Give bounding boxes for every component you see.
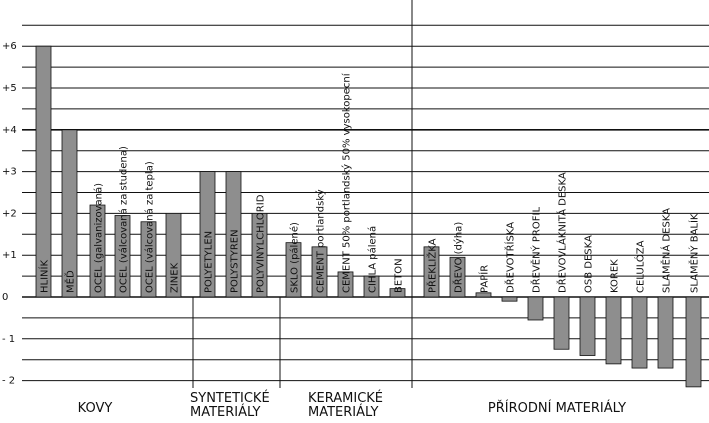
bar-label: CEMENT portlandský [315, 189, 327, 293]
group-label: MATERIÁLY [308, 404, 379, 420]
bar-label: ZINEK [170, 262, 181, 293]
bar [311, 246, 328, 298]
bar-label: MĚĎ [64, 270, 77, 293]
bar [199, 171, 216, 298]
bar [225, 171, 242, 298]
bar [501, 296, 518, 302]
bar-label: DŘEVĚNÝ PROFIL [530, 207, 543, 293]
bar [389, 288, 406, 298]
bar-label: OSB DESKA [584, 235, 595, 293]
bar-label: HLINÍK [38, 260, 51, 293]
bar-label: OCEL (válcovaná za tepla) [144, 161, 156, 293]
bar [165, 212, 182, 298]
bar-label: OCEL (válcovaná za studena) [118, 146, 130, 293]
bar-label: DŘEVOTŘÍSKA [504, 222, 517, 293]
bar [475, 292, 492, 298]
bar-label: KOREK [610, 259, 621, 293]
bar-label: CEMENT 50% portlandský 50% vysokopecní [341, 72, 353, 293]
y-tick-label: - 1 [2, 334, 15, 345]
bar [631, 296, 648, 369]
group-labels: KOVYSYNTETICKÉMATERIÁLYKERAMICKÉMATERIÁL… [78, 0, 626, 420]
bar-label: CELULÓZA [634, 240, 647, 293]
y-tick-label: +3 [2, 167, 17, 178]
y-tick-label: +6 [2, 41, 17, 52]
bar [449, 256, 466, 298]
bar-label: SLAMĚNÝ BALÍK [688, 213, 701, 293]
bar-labels: HLINÍK MĚĎ OCEL (galvanizovaná) OCEL (válco… [38, 72, 701, 293]
bar [527, 296, 544, 321]
bar [89, 204, 106, 298]
bar-label: POLYVINYLCHLORID [256, 194, 267, 293]
bar [140, 221, 157, 298]
bar [114, 215, 131, 298]
bar-label: SLAMĚNÁ DESKA [660, 208, 673, 293]
y-tick-label: +4 [2, 125, 17, 136]
y-tick-label: +5 [2, 83, 17, 94]
bar [363, 275, 380, 298]
bars [35, 45, 702, 388]
y-tick-label: +1 [2, 250, 17, 261]
bar [251, 212, 268, 298]
y-axis-ticks: +6 +5 +4 +3 +2 +1 0 - 1 - 2 [2, 41, 17, 386]
bar-label: BETON [394, 258, 405, 293]
bar-label: POLYSTYREN [230, 229, 241, 293]
bar [605, 296, 622, 365]
bar [61, 129, 78, 298]
group-label: PŘÍRODNÍ MATERIÁLY [488, 400, 626, 416]
y-tick-label: +2 [2, 208, 17, 219]
bar-label: POLYETYLEN [204, 231, 215, 293]
bar-label: PAPÍR [478, 265, 491, 293]
group-label: SYNTETICKÉ [190, 390, 270, 406]
y-tick-label: 0 [2, 292, 8, 303]
bar-label: PŘEKLIŽKA [426, 238, 439, 293]
bar [553, 296, 570, 350]
bar [685, 296, 702, 388]
bar [657, 296, 674, 369]
group-label: KOVY [78, 401, 113, 416]
y-tick-label: - 2 [2, 376, 15, 387]
bar-label: DŘEVO (dýha) [452, 222, 465, 293]
bar-label: DŘEVOVLÁKNITÁ DESKA [556, 172, 569, 293]
bar [337, 271, 354, 298]
bar-label: OCEL (galvanizovaná) [93, 183, 105, 293]
group-label: KERAMICKÉ [308, 390, 383, 406]
bar [285, 242, 302, 298]
bar [423, 246, 440, 298]
bar [579, 296, 596, 356]
bar [35, 45, 52, 298]
group-label: MATERIÁLY [190, 404, 261, 420]
bar-label: CIHLA pálená [367, 226, 379, 293]
bar-label: SKLO (pálené) [289, 222, 301, 293]
